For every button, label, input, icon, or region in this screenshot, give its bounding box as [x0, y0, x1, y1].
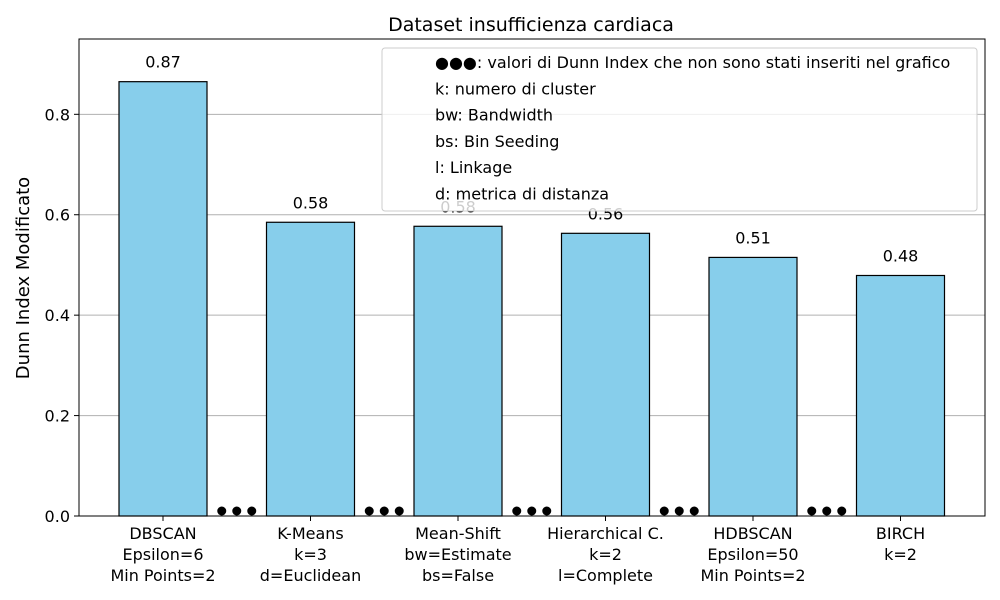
x-tick-label-line: K-Means — [277, 524, 344, 543]
x-tick-label-line: Mean-Shift — [415, 524, 501, 543]
bar-value-label: 0.51 — [735, 228, 771, 247]
omitted-value-dot — [217, 506, 227, 516]
x-tick-label: Hierarchical C. k=2 l=Complete — [547, 524, 664, 585]
bar-value-label: 0.87 — [145, 53, 181, 72]
legend-entry: k: numero di cluster — [435, 79, 596, 98]
chart-title: Dataset insufficienza cardiaca — [388, 14, 674, 36]
bar — [265, 221, 356, 517]
omitted-value-dot — [512, 506, 522, 516]
bar — [560, 232, 651, 517]
bar-value-label: 0.48 — [883, 246, 919, 265]
legend-entry: bs: Bin Seeding — [435, 132, 559, 151]
omitted-value-dot — [837, 506, 847, 516]
y-tick-label: 0.0 — [45, 507, 70, 526]
bar-value-label: 0.58 — [293, 193, 329, 212]
x-tick-label-line: bw=Estimate — [404, 545, 511, 564]
omitted-value-dot — [822, 506, 832, 516]
legend-entry: bw: Bandwidth — [435, 106, 553, 125]
x-tick-label: BIRCH k=2 — [876, 524, 925, 564]
omitted-value-dot — [659, 506, 669, 516]
bar — [855, 274, 946, 517]
x-tick-label-line: k=2 — [884, 545, 917, 564]
bar — [708, 256, 798, 517]
y-axis-label: Dunn Index Modificato — [13, 177, 34, 379]
legend-entry: d: metrica di distanza — [435, 185, 609, 204]
x-tick-label: HDBSCAN Epsilon=50 Min Points=2 — [700, 524, 805, 585]
x-tick-label-line: l=Complete — [558, 566, 653, 585]
legend-box — [381, 47, 978, 212]
x-tick-label-line: BIRCH — [876, 524, 925, 543]
x-tick-label: Mean-Shift bw=Estimate bs=False — [404, 524, 511, 585]
x-tick-label-line: DBSCAN — [129, 524, 196, 543]
x-tick-label-line: Min Points=2 — [700, 566, 805, 585]
legend-entry: ●●●: valori di Dunn Index che non sono s… — [435, 53, 950, 72]
x-tick-label-line: Hierarchical C. — [547, 524, 664, 543]
x-tick-label: K-Means k=3 d=Euclidean — [260, 524, 361, 585]
omitted-value-dot — [527, 506, 537, 516]
x-tick-label-line: Min Points=2 — [110, 566, 215, 585]
x-tick-label-line: k=3 — [294, 545, 327, 564]
plot-frame — [78, 38, 986, 517]
y-tick-label: 0.4 — [45, 306, 70, 325]
omitted-value-dot — [542, 506, 552, 516]
omitted-value-dot — [247, 506, 257, 516]
y-tick-label: 0.6 — [45, 206, 70, 225]
bar — [118, 81, 208, 517]
omitted-value-dot — [807, 506, 817, 516]
x-tick-label: DBSCAN Epsilon=6 Min Points=2 — [110, 524, 215, 585]
x-tick-label-line: k=2 — [589, 545, 622, 564]
x-tick-label-line: bs=False — [422, 566, 494, 585]
x-tick-label-line: Epsilon=6 — [122, 545, 203, 564]
omitted-value-dot — [394, 506, 404, 516]
x-tick-label-line: d=Euclidean — [260, 566, 361, 585]
omitted-value-dot — [689, 506, 699, 516]
legend-entry: l: Linkage — [435, 158, 512, 177]
y-tick-label: 0.8 — [45, 105, 70, 124]
omitted-value-dot — [674, 506, 684, 516]
omitted-value-dot — [379, 506, 389, 516]
x-tick-label-line: Epsilon=50 — [707, 545, 798, 564]
bar — [413, 225, 503, 517]
x-tick-label-line: HDBSCAN — [713, 524, 792, 543]
y-tick-label: 0.2 — [45, 407, 70, 426]
omitted-value-dot — [364, 506, 374, 516]
omitted-value-dot — [232, 506, 242, 516]
